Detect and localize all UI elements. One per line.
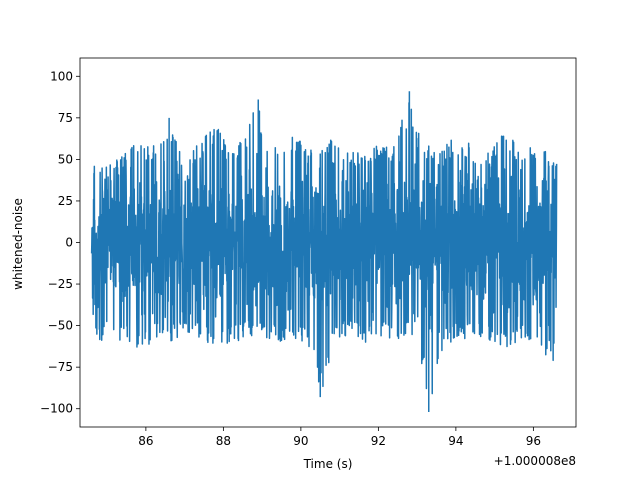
y-tick-label: 100	[50, 69, 73, 83]
x-axis-offset-label: +1.000008e8	[494, 454, 576, 468]
x-tick-label: 88	[216, 434, 231, 448]
y-tick-label: 0	[65, 236, 73, 250]
y-axis-label: whitened-noise	[11, 198, 25, 290]
axes: 86 88 90 92 94 96 −100 −75 −50 −25 0 25 50 75 100	[40, 57, 577, 448]
x-tick-label: 90	[293, 434, 308, 448]
y-tick-label: 75	[58, 111, 73, 125]
series-line-0	[90, 91, 558, 413]
y-tick-label: −25	[48, 277, 73, 291]
plot-area	[90, 91, 558, 413]
y-tick-label: 25	[58, 194, 73, 208]
x-axis-label: Time (s)	[303, 457, 353, 471]
y-tick-label: −75	[48, 360, 73, 374]
x-tick-label: 94	[448, 434, 463, 448]
x-tick-label: 96	[526, 434, 541, 448]
y-tick-label: −100	[40, 402, 73, 416]
y-tick-label: −50	[48, 319, 73, 333]
x-tick-label: 86	[138, 434, 153, 448]
y-tick-label: 50	[58, 152, 73, 166]
x-tick-label: 92	[371, 434, 386, 448]
